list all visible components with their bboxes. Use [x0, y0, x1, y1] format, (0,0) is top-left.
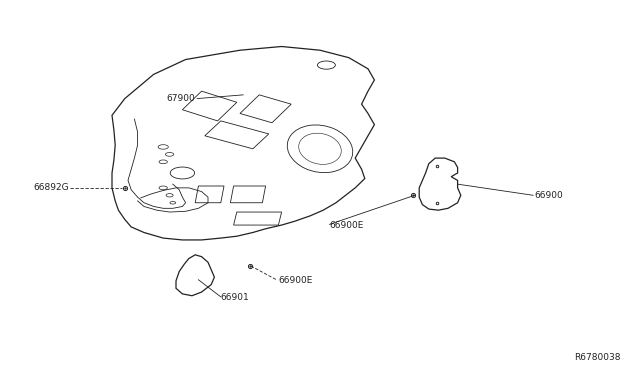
Text: 66900E: 66900E — [278, 276, 313, 285]
Text: 67900: 67900 — [166, 94, 195, 103]
Text: R6780038: R6780038 — [574, 353, 621, 362]
Text: 66900E: 66900E — [330, 221, 364, 230]
Text: 66892G: 66892G — [33, 183, 69, 192]
Text: 66901: 66901 — [221, 293, 250, 302]
Text: 66900: 66900 — [534, 191, 563, 200]
